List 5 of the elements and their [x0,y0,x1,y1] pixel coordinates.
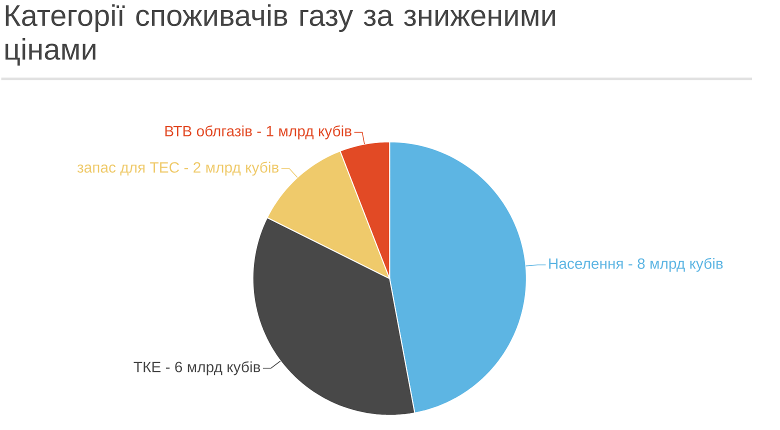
slice-label: Населення - 8 млрд кубів [549,258,723,272]
slice-label: запас для ТЕС - 2 млрд кубів [77,161,279,176]
slice-label: ТКЕ - 6 млрд кубів [134,361,260,376]
slice-label: ВТВ облгазів - 1 млрд кубів [165,125,352,140]
chart-title: Категорії споживачів газу за зниженими цінами [6,4,555,66]
